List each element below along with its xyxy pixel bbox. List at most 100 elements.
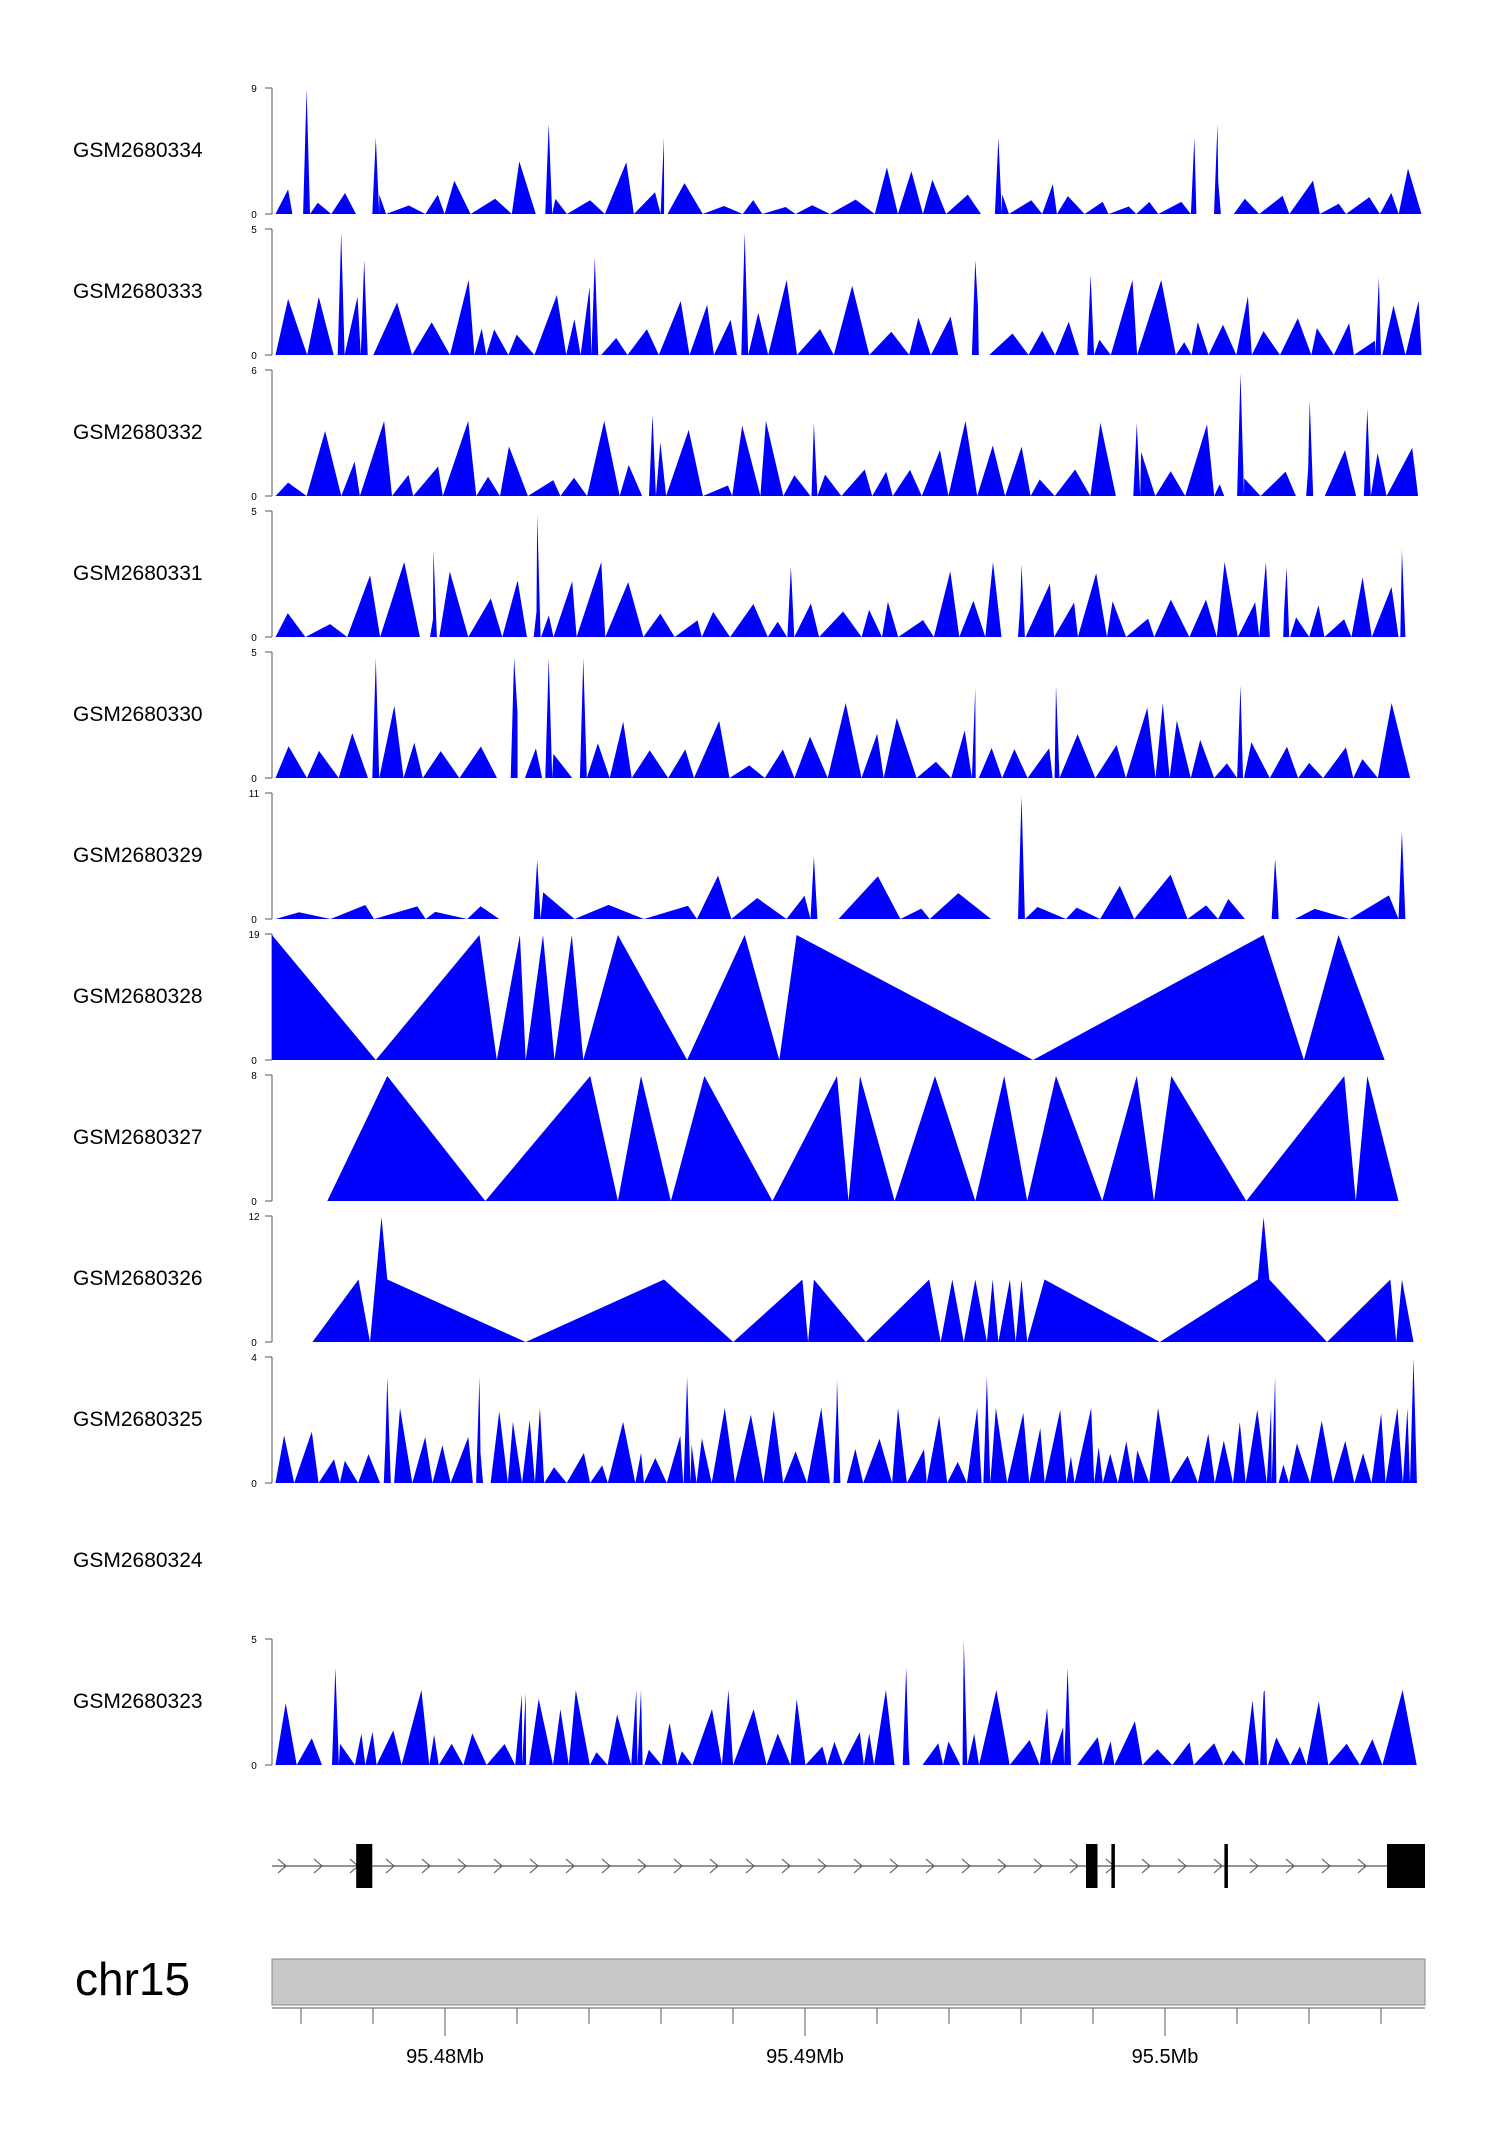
strand-arrow bbox=[637, 1858, 647, 1874]
exon-block bbox=[1387, 1844, 1425, 1888]
track-label: GSM2680333 bbox=[73, 280, 203, 303]
exon-block bbox=[1086, 1844, 1098, 1888]
strand-arrow bbox=[493, 1858, 503, 1874]
strand-arrow bbox=[601, 1858, 611, 1874]
track-label: GSM2680332 bbox=[73, 421, 203, 444]
coverage-area bbox=[275, 514, 1406, 637]
track-label: GSM2680334 bbox=[73, 139, 203, 162]
coverage-area bbox=[327, 1076, 1399, 1201]
strand-arrow bbox=[1285, 1858, 1295, 1874]
strand-arrow bbox=[385, 1858, 395, 1874]
track-label: GSM2680328 bbox=[73, 985, 203, 1008]
strand-arrow bbox=[889, 1858, 899, 1874]
y-tick-label: 0 bbox=[251, 774, 257, 785]
strand-arrow bbox=[925, 1858, 935, 1874]
strand-arrow bbox=[1321, 1858, 1331, 1874]
strand-arrow bbox=[421, 1858, 431, 1874]
strand-arrow bbox=[997, 1858, 1007, 1874]
exon-block bbox=[1224, 1844, 1228, 1888]
track-GSM2680330: GSM2680330 5 0 bbox=[73, 648, 1411, 785]
y-tick-label: 0 bbox=[251, 210, 257, 221]
y-tick-label: 0 bbox=[251, 915, 257, 926]
x-tick-label: 95.49Mb bbox=[766, 2046, 844, 2068]
track-GSM2680327: GSM2680327 8 0 bbox=[73, 1071, 1399, 1208]
chromosome-ideogram: chr15 bbox=[75, 1953, 1426, 2006]
strand-arrow bbox=[565, 1858, 575, 1874]
track-label: GSM2680324 bbox=[73, 1549, 203, 1572]
y-tick-label: 5 bbox=[251, 648, 257, 659]
strand-arrow bbox=[709, 1858, 719, 1874]
coverage-area bbox=[272, 935, 1385, 1060]
strand-arrow bbox=[1177, 1858, 1187, 1874]
y-tick-label: 0 bbox=[251, 351, 257, 362]
track-GSM2680333: GSM2680333 5 0 bbox=[73, 225, 1422, 362]
strand-arrow bbox=[853, 1858, 863, 1874]
strand-arrow bbox=[1213, 1858, 1223, 1874]
chromosome-bar bbox=[271, 1958, 1426, 2006]
x-tick-label: 95.48Mb bbox=[406, 2046, 484, 2068]
track-GSM2680329: GSM2680329 11 0 bbox=[73, 789, 1408, 926]
strand-arrow bbox=[1033, 1858, 1043, 1874]
strand-arrow bbox=[529, 1858, 539, 1874]
strand-arrow bbox=[1249, 1858, 1259, 1874]
y-tick-label: 8 bbox=[251, 1071, 257, 1082]
track-label: GSM2680329 bbox=[73, 844, 203, 867]
track-GSM2680324: GSM2680324 bbox=[73, 1549, 203, 1572]
y-tick-label: 4 bbox=[251, 1353, 257, 1364]
y-tick-label: 0 bbox=[251, 1479, 257, 1490]
y-tick-label: 6 bbox=[251, 366, 257, 377]
strand-arrow bbox=[1357, 1858, 1367, 1874]
y-tick-label: 0 bbox=[251, 492, 257, 503]
coverage-area bbox=[275, 232, 1422, 355]
y-tick-label: 5 bbox=[251, 507, 257, 518]
track-GSM2680326: GSM2680326 12 0 bbox=[73, 1212, 1414, 1349]
exon-block bbox=[356, 1844, 373, 1888]
genomic-axis: 95.48Mb 95.49Mb 95.5Mb bbox=[272, 2007, 1425, 2068]
track-GSM2680332: GSM2680332 6 0 bbox=[73, 366, 1419, 503]
y-tick-label: 5 bbox=[251, 225, 257, 236]
strand-arrow bbox=[1141, 1858, 1151, 1874]
coverage-area bbox=[275, 658, 1411, 778]
track-GSM2680325: GSM2680325 4 0 bbox=[73, 1353, 1418, 1490]
coverage-area bbox=[275, 373, 1419, 496]
y-tick-label: 11 bbox=[249, 789, 260, 800]
track-label: GSM2680325 bbox=[73, 1408, 203, 1431]
y-tick-label: 5 bbox=[251, 1635, 257, 1646]
chromosome-label: chr15 bbox=[75, 1953, 190, 2005]
y-tick-label: 0 bbox=[251, 1197, 257, 1208]
strand-arrow bbox=[817, 1858, 827, 1874]
coverage-area bbox=[275, 796, 1408, 919]
data-tracks: GSM268033490GSM268033350GSM268033260GSM2… bbox=[73, 84, 1422, 1772]
track-label: GSM2680327 bbox=[73, 1126, 203, 1149]
strand-arrow bbox=[313, 1858, 323, 1874]
strand-arrow bbox=[673, 1858, 683, 1874]
coverage-area bbox=[275, 1640, 1417, 1765]
strand-arrow bbox=[781, 1858, 791, 1874]
y-tick-label: 12 bbox=[248, 1212, 260, 1223]
strand-arrow bbox=[961, 1858, 971, 1874]
y-tick-label: 9 bbox=[251, 84, 257, 95]
track-GSM2680334: GSM2680334 9 0 bbox=[73, 84, 1422, 221]
track-GSM2680331: GSM2680331 5 0 bbox=[73, 507, 1406, 644]
track-label: GSM2680330 bbox=[73, 703, 203, 726]
y-tick-label: 0 bbox=[251, 633, 257, 644]
y-tick-label: 0 bbox=[251, 1761, 257, 1772]
y-tick-label: 19 bbox=[248, 930, 260, 941]
track-GSM2680323: GSM2680323 5 0 bbox=[73, 1635, 1417, 1772]
strand-arrow bbox=[457, 1858, 467, 1874]
y-tick-label: 0 bbox=[251, 1338, 257, 1349]
track-label: GSM2680323 bbox=[73, 1690, 203, 1713]
y-tick-label: 0 bbox=[251, 1056, 257, 1067]
coverage-area bbox=[275, 1358, 1418, 1483]
strand-arrow bbox=[1069, 1858, 1079, 1874]
coverage-area bbox=[312, 1217, 1414, 1342]
track-label: GSM2680331 bbox=[73, 562, 203, 585]
strand-arrow bbox=[277, 1858, 287, 1874]
coverage-area bbox=[275, 89, 1422, 214]
gene-model-track bbox=[272, 1844, 1425, 1888]
x-tick-label: 95.5Mb bbox=[1132, 2046, 1199, 2068]
exon-block bbox=[1111, 1844, 1115, 1888]
track-label: GSM2680326 bbox=[73, 1267, 203, 1290]
